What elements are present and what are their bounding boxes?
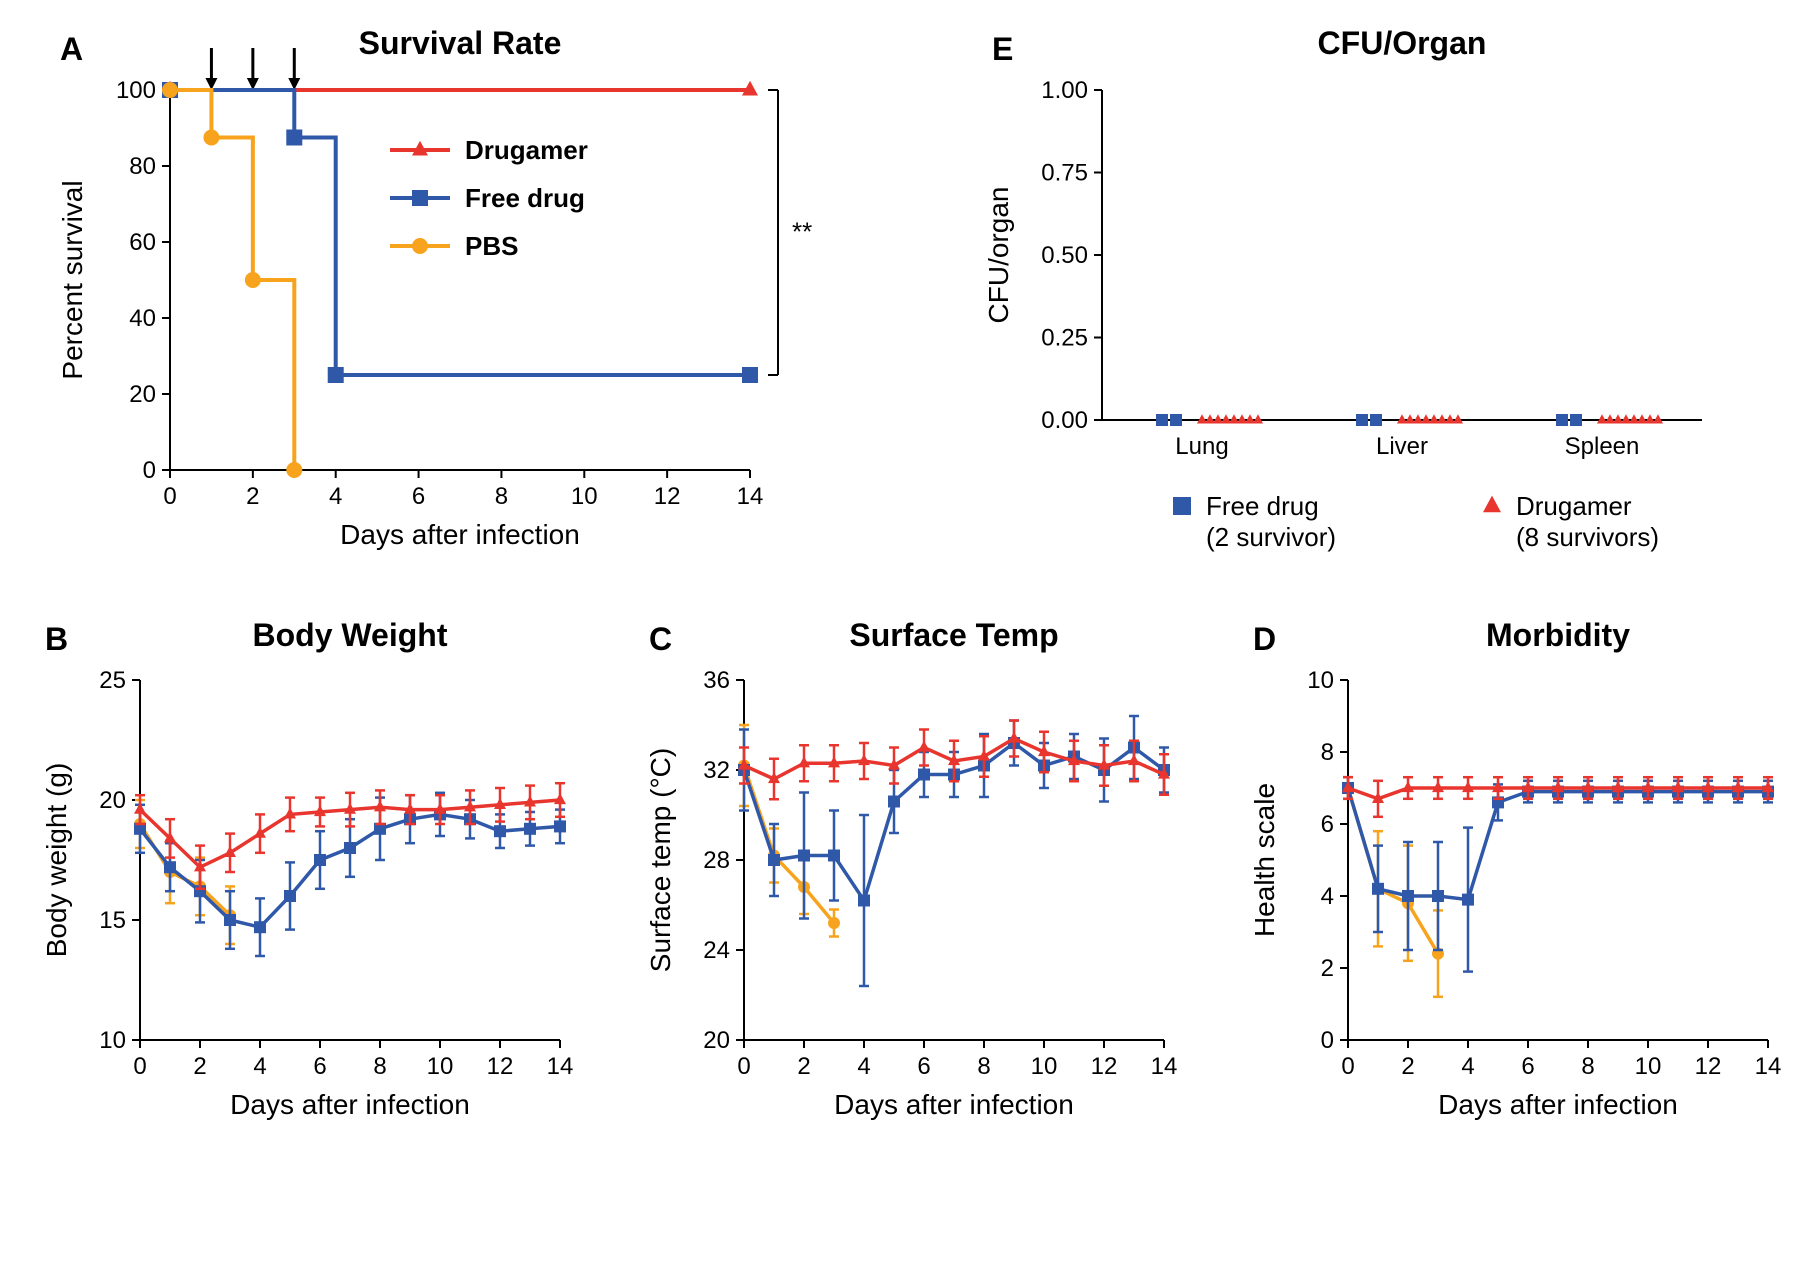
svg-text:2: 2 <box>1321 955 1334 982</box>
svg-text:4: 4 <box>329 483 342 510</box>
svg-text:12: 12 <box>487 1053 514 1080</box>
svg-text:14: 14 <box>1755 1053 1782 1080</box>
svg-text:1.00: 1.00 <box>1041 77 1088 104</box>
svg-text:2: 2 <box>193 1053 206 1080</box>
svg-text:80: 80 <box>129 153 156 180</box>
svg-text:E: E <box>992 31 1013 67</box>
svg-text:6: 6 <box>917 1053 930 1080</box>
svg-text:4: 4 <box>1461 1053 1474 1080</box>
svg-text:60: 60 <box>129 229 156 256</box>
svg-text:(2 survivor): (2 survivor) <box>1206 522 1336 552</box>
svg-text:Surface temp (°C): Surface temp (°C) <box>645 748 676 972</box>
svg-text:C: C <box>649 621 672 657</box>
svg-text:CFU/Organ: CFU/Organ <box>1318 25 1487 61</box>
svg-text:Percent survival: Percent survival <box>57 180 88 379</box>
svg-text:0: 0 <box>737 1053 750 1080</box>
svg-text:8: 8 <box>1581 1053 1594 1080</box>
svg-text:14: 14 <box>547 1053 574 1080</box>
svg-text:25: 25 <box>99 667 126 694</box>
svg-text:6: 6 <box>1321 811 1334 838</box>
svg-text:Drugamer: Drugamer <box>465 135 588 165</box>
svg-text:12: 12 <box>1695 1053 1722 1080</box>
svg-text:Days after infection: Days after infection <box>1438 1089 1678 1120</box>
svg-text:0: 0 <box>1321 1027 1334 1054</box>
svg-text:0.25: 0.25 <box>1041 325 1088 352</box>
svg-text:8: 8 <box>1321 739 1334 766</box>
svg-text:(8 survivors): (8 survivors) <box>1516 522 1659 552</box>
svg-text:0: 0 <box>143 457 156 484</box>
svg-text:10: 10 <box>1307 667 1334 694</box>
svg-text:Morbidity: Morbidity <box>1486 617 1630 653</box>
panels-bcd-row: BBody Weight1015202502468101214Days afte… <box>20 610 1792 1150</box>
svg-text:B: B <box>45 621 68 657</box>
svg-text:Days after infection: Days after infection <box>340 519 580 550</box>
panel-c: CSurface Temp202428323602468101214Days a… <box>624 610 1204 1150</box>
svg-text:12: 12 <box>654 483 681 510</box>
svg-text:20: 20 <box>703 1027 730 1054</box>
svg-text:Liver: Liver <box>1376 433 1428 460</box>
svg-text:10: 10 <box>99 1027 126 1054</box>
svg-text:36: 36 <box>703 667 730 694</box>
svg-text:10: 10 <box>1635 1053 1662 1080</box>
svg-text:0.00: 0.00 <box>1041 407 1088 434</box>
panel-e: E CFU/Organ 0.00 0.25 0.50 0.75 1.00 CFU/organ L… <box>952 20 1792 580</box>
svg-text:0.75: 0.75 <box>1041 160 1088 187</box>
svg-text:100: 100 <box>116 77 156 104</box>
svg-text:4: 4 <box>857 1053 870 1080</box>
svg-text:D: D <box>1253 621 1276 657</box>
svg-text:14: 14 <box>737 483 764 510</box>
svg-text:Body weight (g): Body weight (g) <box>41 763 72 958</box>
panel-b: B Body Weight 10 15 20 25 0 2 4 6 8 10 12 14 Days afte… <box>20 610 600 1150</box>
svg-text:0: 0 <box>133 1053 146 1080</box>
svg-text:0: 0 <box>163 483 176 510</box>
svg-text:Health scale: Health scale <box>1249 783 1280 937</box>
svg-text:24: 24 <box>703 937 730 964</box>
svg-text:Drugamer: Drugamer <box>1516 491 1632 521</box>
svg-text:Days after infection: Days after infection <box>230 1089 470 1120</box>
panel-a: A Survival Rate 0 20 40 60 80 100 0 2 4 6 8 10 12 14 Day… <box>20 20 912 580</box>
svg-text:14: 14 <box>1151 1053 1178 1080</box>
svg-text:8: 8 <box>495 483 508 510</box>
svg-text:0: 0 <box>1341 1053 1354 1080</box>
svg-text:40: 40 <box>129 305 156 332</box>
svg-text:0.50: 0.50 <box>1041 242 1088 269</box>
svg-text:6: 6 <box>1521 1053 1534 1080</box>
svg-text:32: 32 <box>703 757 730 784</box>
svg-text:12: 12 <box>1091 1053 1118 1080</box>
svg-text:6: 6 <box>313 1053 326 1080</box>
svg-text:Survival Rate: Survival Rate <box>359 25 562 61</box>
figure-grid: ASurvival Rate02040608010002468101214Day… <box>20 20 1792 1150</box>
svg-text:4: 4 <box>1321 883 1334 910</box>
panel-d: D Morbidity 0 2 4 6 8 10 0 2 4 6 8 10 12 14 Days after i… <box>1228 610 1808 1150</box>
svg-text:Free drug: Free drug <box>1206 491 1319 521</box>
svg-text:28: 28 <box>703 847 730 874</box>
svg-text:20: 20 <box>99 787 126 814</box>
svg-text:15: 15 <box>99 907 126 934</box>
svg-text:8: 8 <box>977 1053 990 1080</box>
svg-text:20: 20 <box>129 381 156 408</box>
svg-text:A: A <box>60 31 83 67</box>
svg-text:PBS: PBS <box>465 231 518 261</box>
svg-text:10: 10 <box>427 1053 454 1080</box>
svg-text:Body Weight: Body Weight <box>253 617 448 653</box>
svg-text:2: 2 <box>1401 1053 1414 1080</box>
svg-text:Surface Temp: Surface Temp <box>849 617 1058 653</box>
svg-text:Spleen: Spleen <box>1565 433 1640 460</box>
svg-text:2: 2 <box>246 483 259 510</box>
svg-text:2: 2 <box>797 1053 810 1080</box>
svg-text:10: 10 <box>1031 1053 1058 1080</box>
svg-text:CFU/organ: CFU/organ <box>983 187 1014 324</box>
svg-text:6: 6 <box>412 483 425 510</box>
svg-text:**: ** <box>792 217 812 247</box>
svg-text:8: 8 <box>373 1053 386 1080</box>
svg-text:Days after infection: Days after infection <box>834 1089 1074 1120</box>
svg-text:Lung: Lung <box>1175 433 1228 460</box>
svg-text:10: 10 <box>571 483 598 510</box>
svg-text:Free drug: Free drug <box>465 183 585 213</box>
svg-text:4: 4 <box>253 1053 266 1080</box>
